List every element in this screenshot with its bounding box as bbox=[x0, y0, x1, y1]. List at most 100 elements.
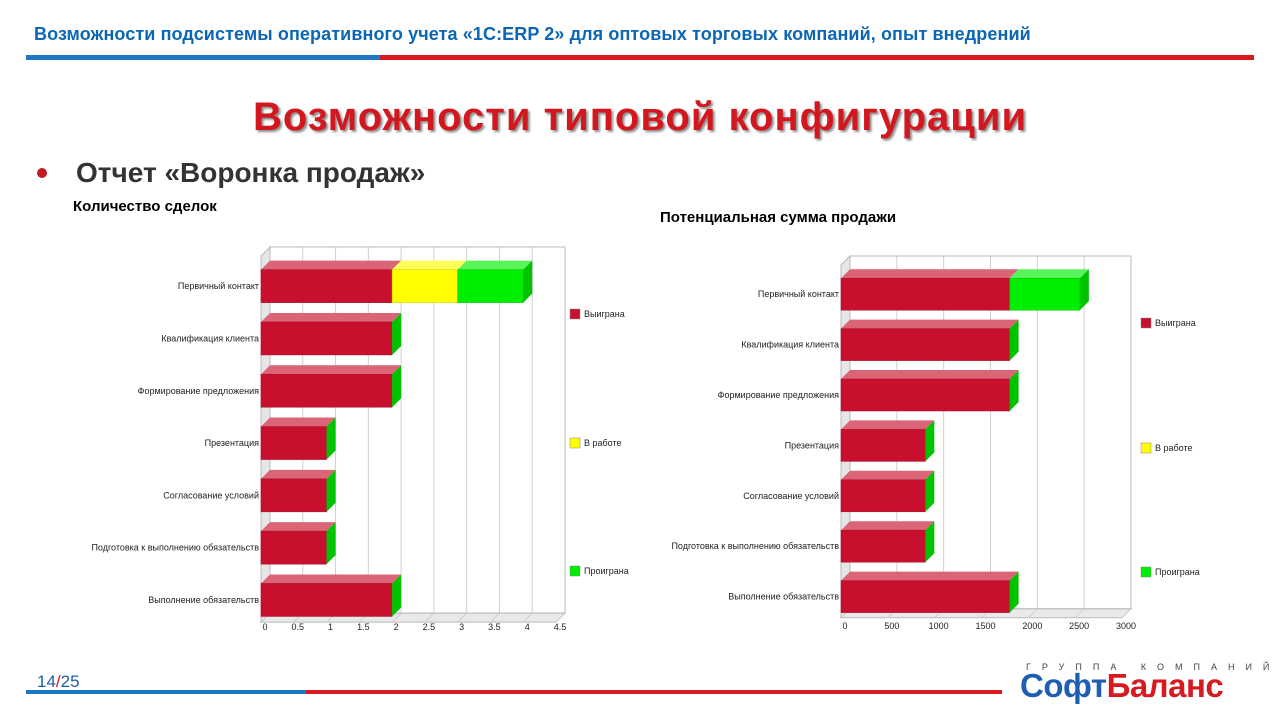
slide-title: Возможности типовой конфигурации bbox=[252, 95, 1028, 139]
bar-segment bbox=[840, 378, 1010, 412]
x-tick-label: 0 bbox=[842, 621, 847, 631]
bar-side-face bbox=[925, 420, 935, 462]
bar-top-face bbox=[261, 365, 402, 375]
bar-side-face bbox=[1009, 370, 1019, 411]
presentation-header-title: Возможности подсистемы оперативного учет… bbox=[34, 24, 1031, 44]
bar-top-face bbox=[261, 469, 336, 479]
header-divider-red bbox=[380, 55, 1254, 60]
category-label: Квалификация клиента bbox=[161, 333, 259, 343]
legend-swatch bbox=[1140, 317, 1152, 329]
bar-side-face bbox=[523, 260, 533, 303]
bar-segment bbox=[840, 479, 926, 513]
category-label: Выполнение обязательств bbox=[728, 592, 839, 602]
bar-top-face bbox=[457, 260, 533, 270]
bar-side-face bbox=[1009, 319, 1019, 361]
bar-segment bbox=[260, 426, 327, 460]
bar-segment bbox=[840, 429, 926, 462]
category-label: Согласование условий bbox=[163, 490, 259, 500]
bar-top-face bbox=[841, 470, 935, 480]
category-label: Квалификация клиента bbox=[741, 340, 839, 350]
bar-segment bbox=[840, 580, 1010, 613]
bar-side-face bbox=[1079, 269, 1089, 311]
category-label: Презентация bbox=[205, 438, 259, 448]
bar-top-face bbox=[261, 260, 402, 270]
page-current: 14 bbox=[37, 672, 56, 691]
chart-gridline-floor bbox=[1027, 608, 1038, 619]
chart-gridline-floor bbox=[555, 612, 566, 623]
chart-gridline-floor bbox=[424, 612, 435, 623]
category-label: Презентация bbox=[785, 440, 839, 450]
x-tick-label: 1000 bbox=[929, 621, 949, 631]
bar-segment bbox=[260, 321, 393, 356]
chart-gridline-floor bbox=[457, 612, 468, 623]
x-tick-label: 2500 bbox=[1069, 621, 1089, 631]
chart-gridline-floor bbox=[391, 612, 402, 623]
legend-label: В работе bbox=[1155, 443, 1193, 453]
category-label: Формирование предложения bbox=[138, 386, 259, 396]
logo-part-balance: Баланс bbox=[1106, 667, 1224, 704]
logo-group-caption: ГРУППА КОМПАНИЙ bbox=[1026, 662, 1280, 672]
bar-side-face bbox=[392, 574, 402, 617]
chart-gridline-floor bbox=[1121, 608, 1132, 619]
x-tick-label: 2.5 bbox=[423, 622, 436, 632]
footer-divider-blue bbox=[26, 690, 306, 694]
page-total: 25 bbox=[60, 672, 80, 691]
x-tick-label: 0 bbox=[262, 622, 267, 632]
chart-title-deal-count: Количество сделок bbox=[73, 198, 217, 215]
page-number: 14/25 bbox=[37, 672, 80, 692]
legend-label: Проиграна bbox=[1155, 567, 1200, 577]
bar-segment bbox=[260, 269, 393, 303]
page-separator: / bbox=[55, 672, 61, 691]
bar-segment bbox=[260, 478, 327, 513]
bar-side-face bbox=[326, 417, 336, 460]
legend-swatch bbox=[1140, 442, 1152, 454]
bullet-icon bbox=[37, 168, 47, 178]
legend-swatch bbox=[569, 437, 581, 449]
legend-swatch bbox=[569, 308, 581, 320]
bar-side-face bbox=[326, 522, 336, 565]
bar-top-face bbox=[841, 571, 1019, 581]
chart-title-potential-sum: Потенциальная сумма продажи bbox=[660, 209, 897, 226]
category-label: Подготовка к выполнению обязательств bbox=[91, 543, 259, 553]
category-label: Подготовка к выполнению обязательств bbox=[671, 541, 839, 551]
x-tick-label: 4.5 bbox=[554, 622, 567, 632]
bar-top-face bbox=[841, 420, 935, 430]
bar-top-face bbox=[841, 319, 1019, 329]
x-tick-label: 1.5 bbox=[357, 622, 370, 632]
bar-side-face bbox=[1009, 571, 1019, 613]
category-label: Формирование предложения bbox=[718, 390, 839, 400]
x-tick-label: 3.5 bbox=[488, 622, 501, 632]
bar-segment bbox=[840, 529, 926, 563]
bar-top-face bbox=[261, 522, 336, 532]
legend-label: Выиграна bbox=[584, 309, 625, 319]
logo-part-soft: Софт bbox=[1020, 667, 1107, 704]
chart-gridline-floor bbox=[1074, 608, 1085, 619]
bar-top-face bbox=[261, 574, 402, 584]
chart-gridline-floor bbox=[522, 612, 533, 623]
x-tick-label: 3000 bbox=[1116, 621, 1136, 631]
header-divider-blue bbox=[26, 55, 380, 60]
bar-top-face bbox=[261, 417, 336, 427]
x-tick-label: 0.5 bbox=[292, 622, 305, 632]
x-tick-label: 1500 bbox=[975, 621, 995, 631]
bar-segment bbox=[260, 530, 327, 565]
bar-segment bbox=[840, 328, 1010, 361]
bar-top-face bbox=[841, 370, 1019, 379]
category-label: Согласование условий bbox=[743, 491, 839, 501]
softbalance-logo: СофтБаланс bbox=[1020, 667, 1224, 705]
legend-swatch bbox=[1140, 566, 1152, 578]
x-tick-label: 3 bbox=[459, 622, 464, 632]
chart-gridline-floor bbox=[490, 612, 500, 623]
x-tick-label: 2 bbox=[394, 622, 399, 632]
bar-segment bbox=[391, 269, 458, 303]
x-tick-label: 4 bbox=[525, 622, 530, 632]
bar-side-face bbox=[925, 521, 935, 563]
footer-divider-red bbox=[306, 690, 1002, 694]
legend-label: Проиграна bbox=[584, 566, 629, 576]
bar-top-face bbox=[841, 521, 935, 531]
bar-side-face bbox=[392, 312, 402, 355]
bar-top-face bbox=[841, 269, 1019, 279]
legend-label: Выиграна bbox=[1155, 318, 1196, 328]
